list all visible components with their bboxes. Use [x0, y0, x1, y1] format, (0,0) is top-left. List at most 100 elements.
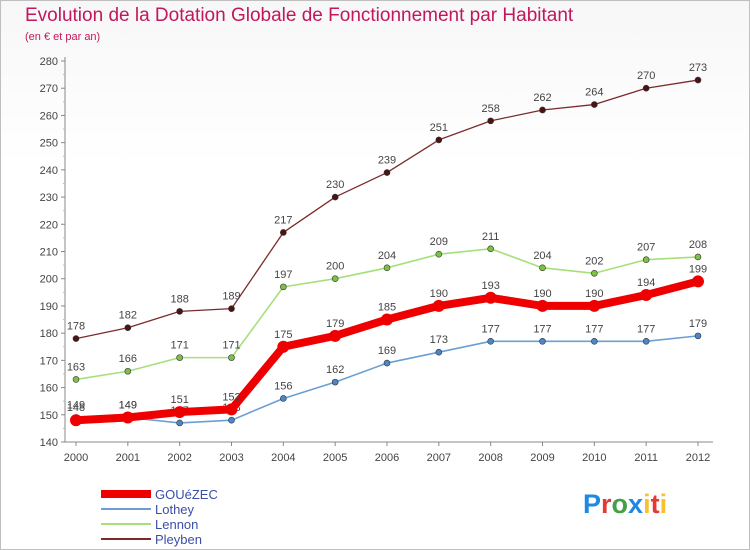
data-label: 177 — [533, 323, 551, 335]
data-label: 208 — [689, 239, 707, 251]
data-label: 209 — [430, 236, 448, 248]
y-tick-label: 220 — [40, 219, 58, 231]
data-label: 166 — [119, 353, 137, 365]
data-point — [432, 299, 445, 312]
data-label: 185 — [378, 302, 396, 314]
y-tick-label: 250 — [40, 138, 58, 150]
x-tick-label: 2009 — [530, 452, 554, 464]
data-label: 179 — [326, 318, 344, 330]
data-point — [694, 332, 702, 340]
data-point — [331, 378, 339, 386]
data-label: 193 — [481, 280, 499, 292]
data-label: 273 — [689, 62, 707, 74]
data-point — [329, 329, 342, 342]
data-point — [383, 359, 391, 367]
data-point — [539, 264, 546, 272]
data-label: 197 — [274, 269, 292, 281]
data-point — [591, 338, 598, 345]
data-label: 149 — [119, 400, 137, 412]
data-label: 151 — [170, 394, 188, 406]
data-label: 175 — [274, 329, 292, 341]
data-label: 200 — [326, 261, 344, 273]
data-point — [228, 305, 235, 312]
data-label: 204 — [378, 250, 396, 262]
legend-label: Pleyben — [155, 532, 202, 547]
data-point — [173, 406, 186, 419]
x-tick-label: 2006 — [375, 452, 399, 464]
data-point — [176, 419, 183, 427]
data-label: 177 — [637, 323, 655, 335]
data-point — [225, 403, 238, 416]
data-label: 262 — [533, 92, 551, 104]
data-label: 177 — [481, 323, 499, 335]
data-point — [539, 106, 546, 114]
y-tick-label: 140 — [40, 437, 58, 449]
data-label: 173 — [430, 334, 448, 346]
data-point — [70, 414, 82, 427]
data-label: 190 — [585, 288, 603, 300]
data-point — [591, 101, 598, 108]
data-label: 217 — [274, 214, 292, 226]
data-label: 194 — [637, 277, 655, 289]
data-label: 258 — [481, 103, 499, 115]
data-label: 148 — [67, 402, 85, 414]
data-point — [692, 275, 704, 288]
data-point — [176, 308, 183, 315]
data-point — [539, 338, 546, 345]
data-label: 163 — [67, 361, 85, 373]
y-tick-label: 170 — [40, 355, 58, 367]
x-tick-label: 2011 — [634, 452, 658, 464]
data-point — [435, 136, 443, 144]
chart-subtitle: (en € et par an) — [25, 31, 101, 43]
y-tick-label: 210 — [40, 247, 58, 259]
data-point — [487, 245, 494, 253]
data-point — [487, 338, 494, 345]
data-point — [381, 313, 393, 326]
data-label: 251 — [430, 122, 448, 134]
x-tick-label: 2008 — [478, 452, 502, 464]
y-tick-label: 240 — [40, 165, 58, 177]
data-point — [642, 338, 650, 345]
data-point — [228, 416, 235, 424]
data-point — [280, 229, 287, 236]
data-point — [383, 264, 391, 272]
data-point — [72, 376, 80, 383]
data-label: 188 — [170, 293, 188, 305]
x-tick-label: 2000 — [64, 452, 88, 464]
data-label: 189 — [222, 291, 240, 303]
data-label: 230 — [326, 179, 344, 191]
data-point — [487, 117, 494, 125]
data-point — [640, 289, 653, 302]
chart-title: Evolution de la Dotation Globale de Fonc… — [25, 5, 574, 26]
y-tick-label: 200 — [40, 274, 58, 286]
data-label: 239 — [378, 155, 396, 167]
data-label: 171 — [170, 340, 188, 352]
data-label: 207 — [637, 242, 655, 254]
data-label: 211 — [482, 231, 500, 243]
y-tick-label: 180 — [40, 328, 58, 340]
y-tick-label: 280 — [40, 56, 58, 68]
data-point — [591, 269, 598, 277]
data-point — [435, 348, 443, 356]
data-point — [536, 299, 549, 312]
data-point — [124, 324, 132, 332]
y-tick-label: 260 — [40, 110, 58, 122]
data-label: 169 — [378, 345, 396, 357]
data-point — [435, 250, 443, 258]
y-tick-label: 270 — [40, 83, 58, 95]
data-label: 264 — [585, 87, 603, 99]
data-point — [121, 411, 134, 424]
data-point — [694, 76, 702, 84]
data-label: 162 — [326, 364, 344, 376]
data-point — [484, 291, 497, 304]
data-point — [280, 395, 287, 402]
x-tick-label: 2005 — [323, 452, 347, 464]
data-point — [280, 283, 287, 291]
data-point — [72, 335, 80, 342]
data-point — [642, 256, 650, 263]
data-label: 190 — [533, 288, 551, 300]
y-tick-label: 230 — [40, 192, 58, 204]
data-point — [277, 340, 290, 353]
x-tick-label: 2007 — [427, 452, 451, 464]
